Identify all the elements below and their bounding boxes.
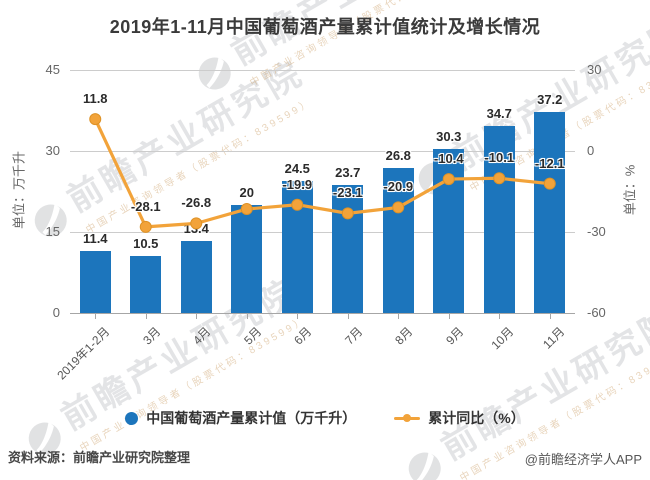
line-value-label: -10.1 bbox=[484, 150, 515, 166]
qianzhan-logo-icon bbox=[408, 451, 441, 480]
x-axis-tick bbox=[196, 314, 198, 319]
bar bbox=[332, 185, 364, 313]
x-axis-label: 10月 bbox=[488, 324, 517, 353]
bar-value-label: 13.4 bbox=[183, 220, 209, 236]
bar bbox=[534, 112, 566, 313]
bar bbox=[281, 180, 313, 313]
qianzhan-logo-icon bbox=[198, 56, 231, 90]
bar-value-label: 20 bbox=[239, 185, 254, 200]
legend-item: 累计同比（%） bbox=[394, 408, 525, 428]
right-axis-title: 单位：% bbox=[622, 164, 638, 216]
x-axis-tick bbox=[448, 314, 450, 319]
legend-label: 累计同比（%） bbox=[428, 410, 525, 426]
legend: 中国葡萄酒产量累计值（万千升） 累计同比（%） bbox=[0, 408, 650, 428]
left-axis-tick-label: 15 bbox=[45, 224, 60, 239]
bar-value-label: 11.4 bbox=[82, 231, 108, 247]
left-axis-title: 单位：万千升 bbox=[11, 150, 27, 230]
legend-line-dot-marker-icon bbox=[394, 412, 421, 425]
left-axis-tick-label: 30 bbox=[45, 143, 60, 158]
line-point-marker bbox=[89, 113, 102, 126]
line-value-label: -19.9 bbox=[282, 176, 313, 192]
right-axis-tick-label: 0 bbox=[587, 143, 595, 158]
x-axis-label: 11月 bbox=[539, 324, 568, 352]
x-axis-label: 3月 bbox=[139, 324, 164, 348]
line-point-marker bbox=[139, 220, 152, 233]
x-axis-tick bbox=[297, 314, 299, 319]
bar-value-label: 10.5 bbox=[133, 236, 159, 252]
bar bbox=[180, 240, 212, 313]
bar-value-label: 26.8 bbox=[385, 148, 411, 164]
line-value-label: -12.1 bbox=[534, 155, 565, 171]
bar bbox=[79, 251, 111, 313]
bar-value-label: 30.3 bbox=[436, 129, 462, 145]
bar-value-label: 37.2 bbox=[537, 92, 563, 108]
x-axis-line bbox=[70, 313, 575, 314]
bar-value-label: 34.7 bbox=[486, 105, 512, 121]
x-axis-label: 6月 bbox=[291, 324, 315, 348]
x-axis-label: 8月 bbox=[392, 324, 416, 348]
legend-item: 中国葡萄酒产量累计值（万千升） bbox=[125, 408, 356, 428]
x-axis-label: 4月 bbox=[190, 324, 214, 348]
x-axis-tick bbox=[549, 314, 551, 319]
bar bbox=[130, 256, 162, 313]
x-axis-label: 7月 bbox=[341, 324, 366, 348]
line-value-label: -26.8 bbox=[181, 195, 212, 211]
left-axis-tick-label: 0 bbox=[52, 305, 60, 320]
left-axis-tick-label: 45 bbox=[45, 62, 60, 77]
watermark-brand-text: 前瞻产业研究院 bbox=[435, 301, 650, 468]
bar-value-label: 24.5 bbox=[284, 160, 310, 176]
x-axis-tick bbox=[145, 314, 147, 319]
line-value-label: -23.1 bbox=[332, 185, 363, 201]
legend-label: 中国葡萄酒产量累计值（万千升） bbox=[146, 410, 357, 426]
right-axis-tick-label: -30 bbox=[587, 224, 606, 239]
page-title: 2019年1-11月中国葡萄酒产量累计值统计及增长情况 bbox=[109, 17, 541, 37]
x-axis-tick bbox=[398, 314, 400, 319]
line-value-label: 11.8 bbox=[82, 91, 108, 107]
x-axis-tick bbox=[246, 314, 248, 319]
gridline bbox=[70, 232, 575, 233]
legend-circle-marker-icon bbox=[125, 411, 139, 425]
bar bbox=[231, 205, 263, 313]
line-value-label: -28.1 bbox=[130, 198, 161, 214]
line-value-label: -20.9 bbox=[383, 179, 414, 195]
line-value-label: -10.4 bbox=[433, 151, 464, 167]
source-note: 资料来源：前瞻产业研究院整理 bbox=[8, 450, 191, 465]
bar-value-label: 23.7 bbox=[335, 165, 361, 181]
x-axis-label: 9月 bbox=[442, 324, 467, 348]
right-axis-tick-label: -60 bbox=[587, 305, 606, 320]
credit-note: @前瞻经济学人APP bbox=[524, 452, 642, 467]
x-axis-label: 5月 bbox=[240, 324, 265, 348]
x-axis-tick bbox=[95, 314, 97, 319]
x-axis-label: 2019年1-2月 bbox=[54, 324, 113, 383]
x-axis-tick bbox=[499, 314, 501, 319]
gridline bbox=[70, 70, 575, 71]
x-axis-tick bbox=[347, 314, 349, 319]
growth-line bbox=[93, 118, 550, 229]
bar bbox=[433, 149, 465, 313]
right-axis-tick-label: 30 bbox=[587, 62, 602, 77]
legend-dot-icon bbox=[403, 414, 412, 422]
